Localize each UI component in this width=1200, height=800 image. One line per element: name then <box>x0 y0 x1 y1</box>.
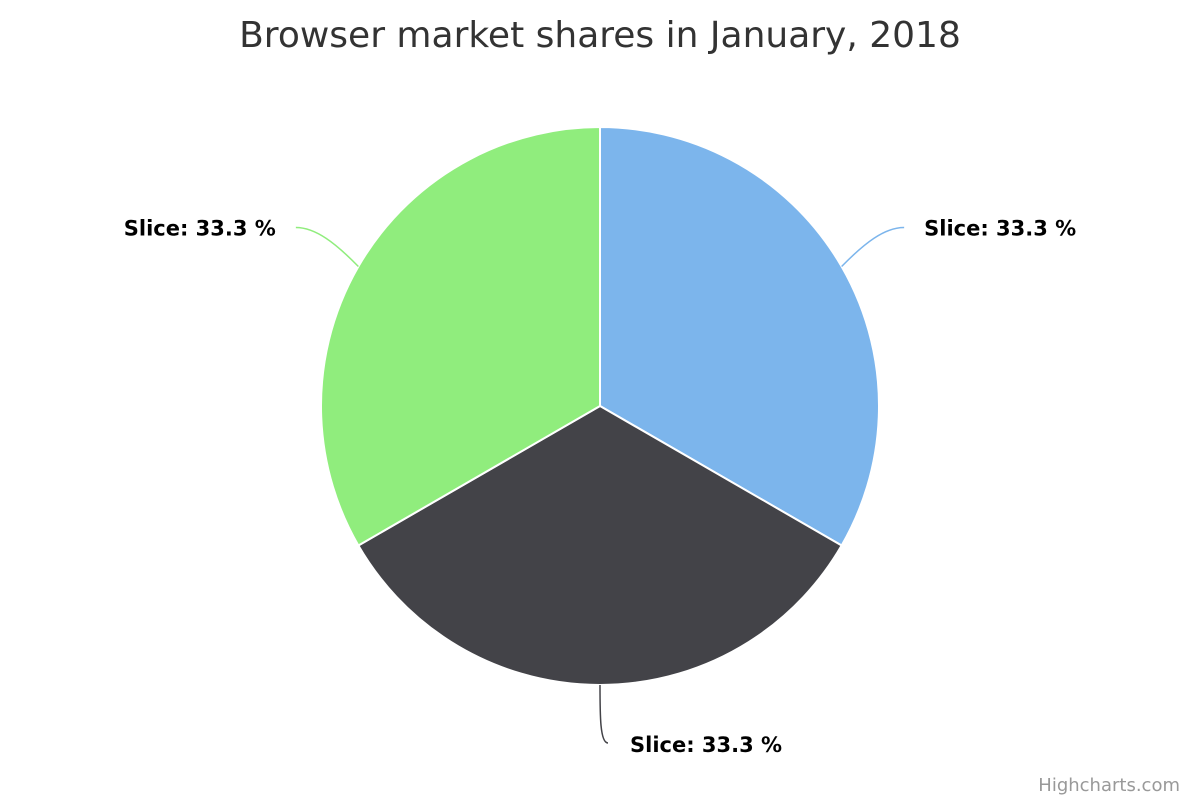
data-label-1: Slice: 33.3 % <box>924 217 1076 241</box>
pie-slices <box>320 126 880 686</box>
data-label-3: Slice: 33.3 % <box>124 217 276 241</box>
data-label-connectors <box>295 226 905 744</box>
credits-link[interactable]: Highcharts.com <box>1038 775 1180 796</box>
chart-title: Browser market shares in January, 2018 <box>239 15 961 56</box>
pie-slice-1[interactable] <box>599 126 880 547</box>
data-labels: Slice: 33.3 % Slice: 33.3 % Slice: 33.3 % <box>124 217 1076 758</box>
pie-slice-3[interactable] <box>320 126 601 547</box>
data-label-connector-2 <box>599 684 609 744</box>
data-label-2: Slice: 33.3 % <box>630 733 782 757</box>
data-label-connector-1 <box>841 226 905 268</box>
data-label-connector-3 <box>295 226 359 268</box>
